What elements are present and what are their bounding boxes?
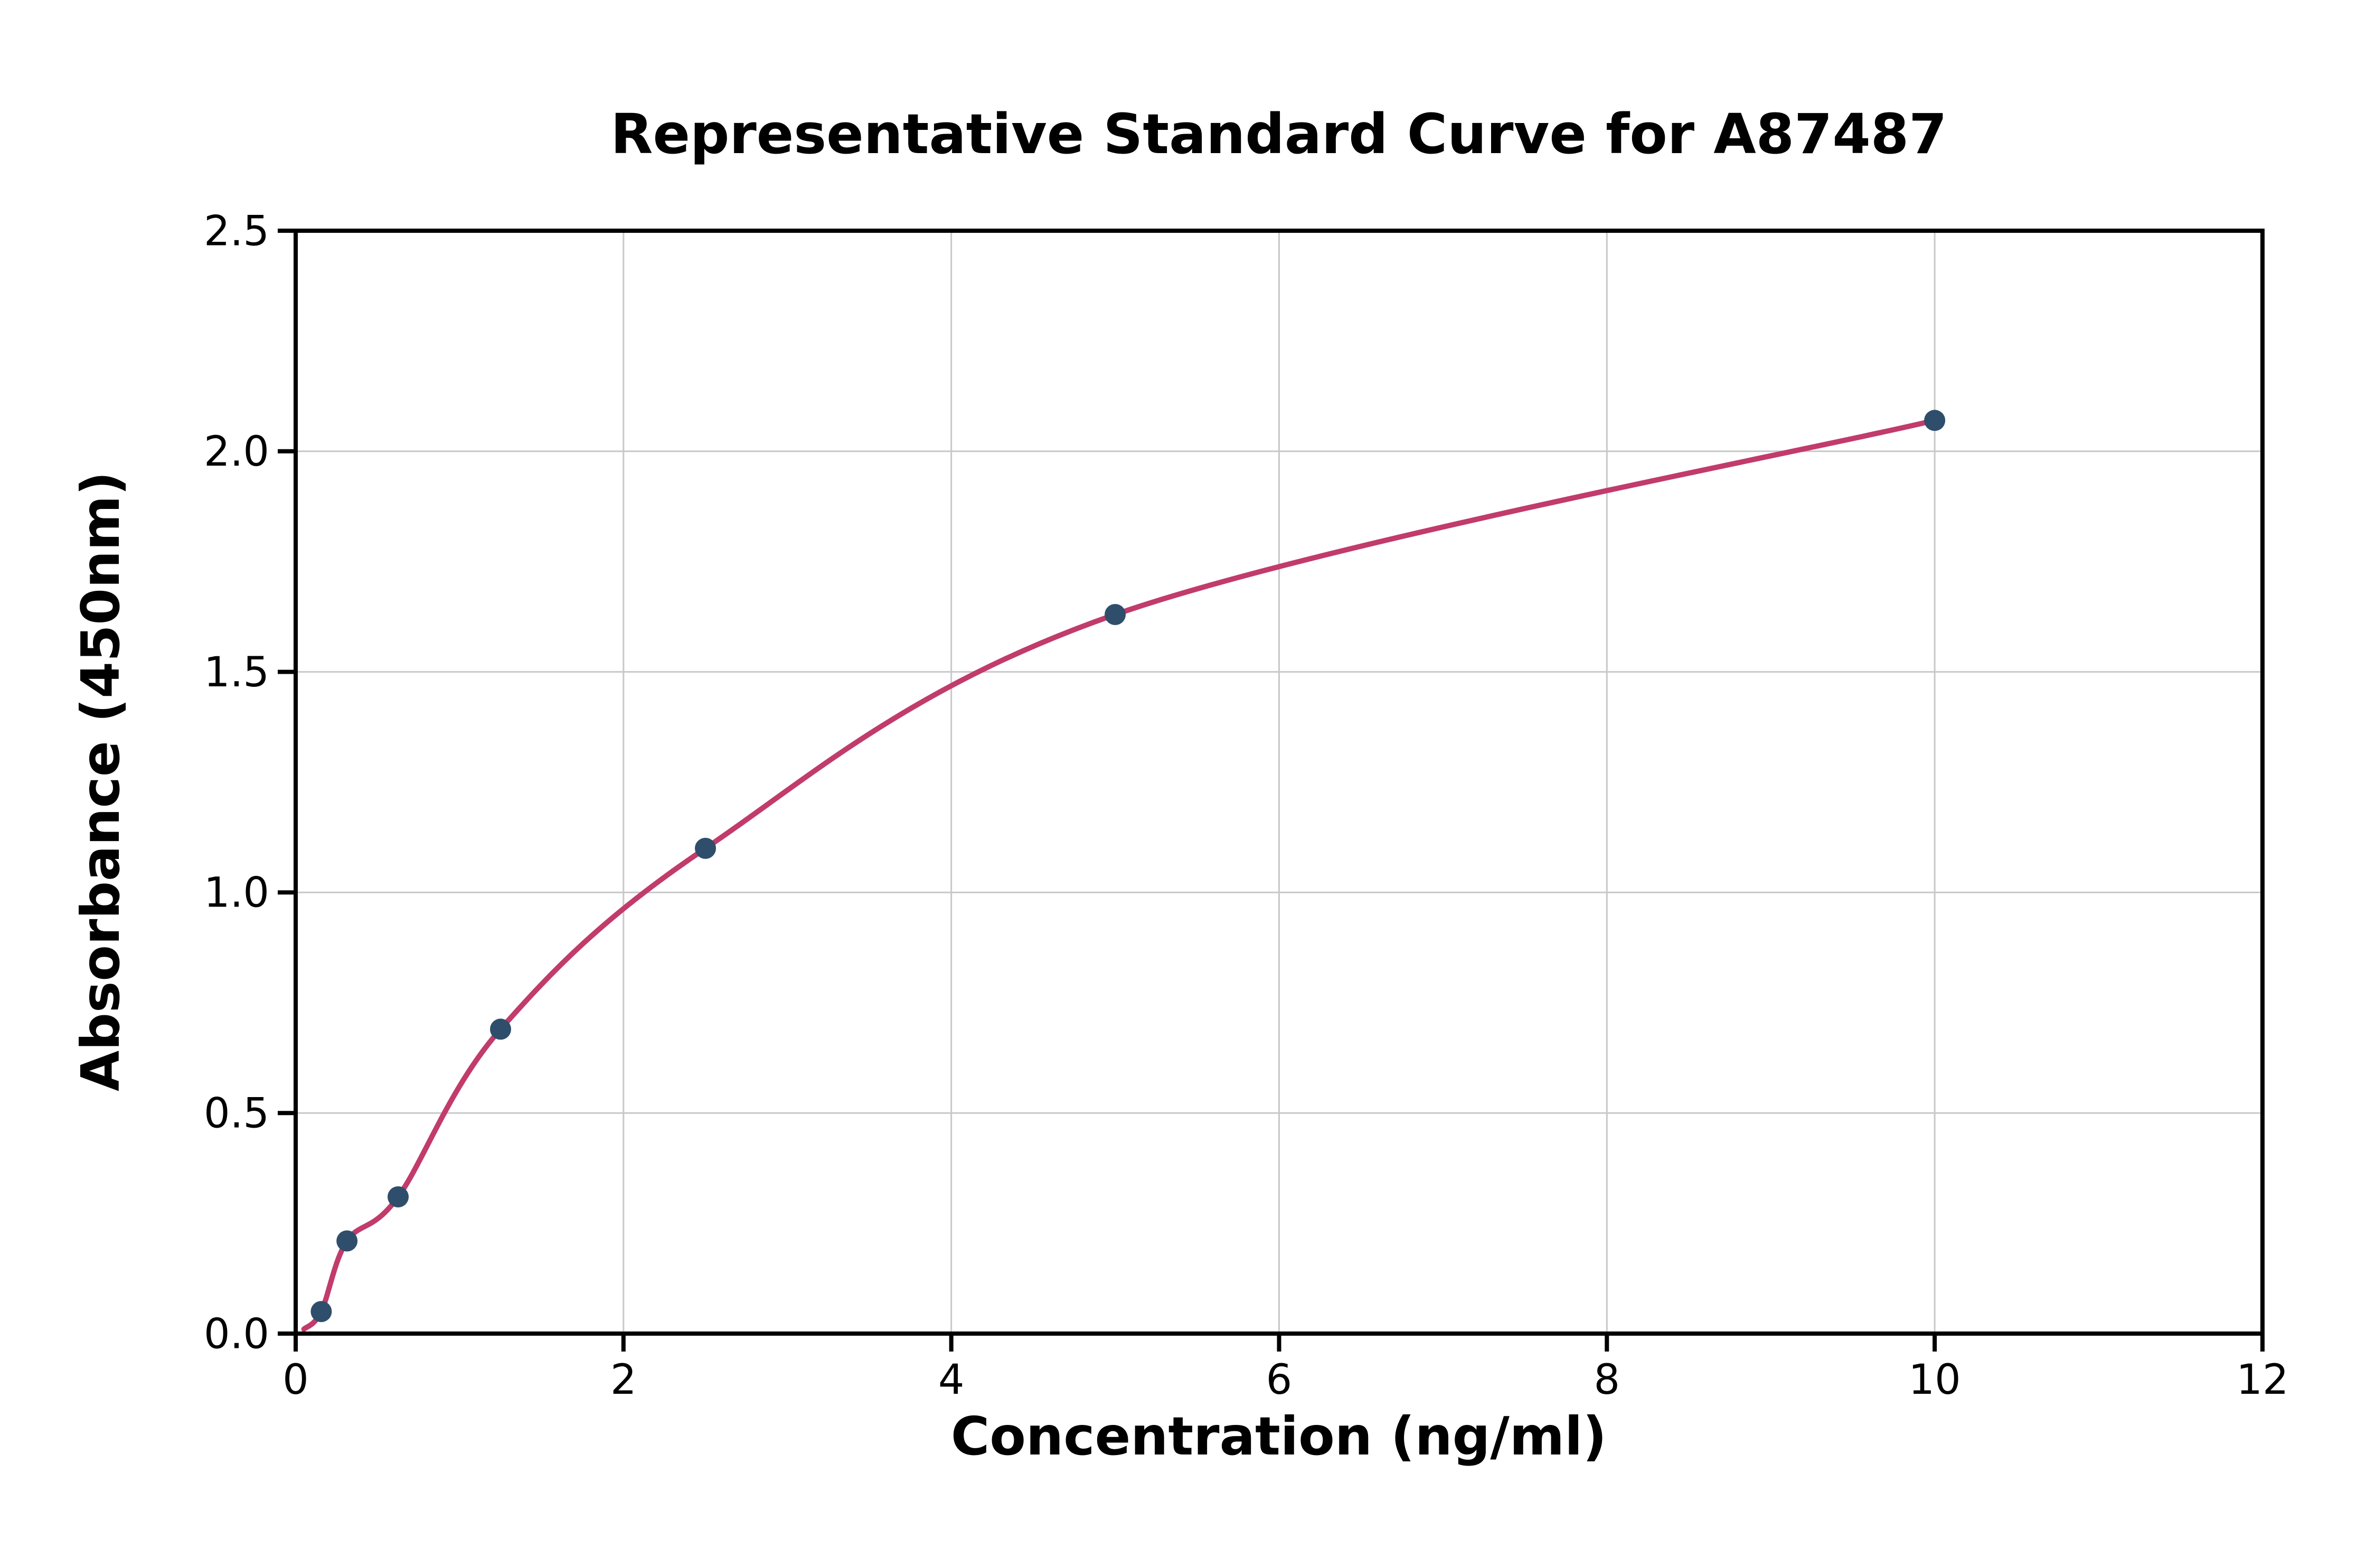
data-point-layer (310, 410, 1946, 1323)
data-point (388, 1186, 409, 1207)
x-tick-label: 0 (282, 1356, 309, 1404)
y-tick-label: 1.5 (204, 649, 269, 696)
fit-curve-layer (301, 418, 1938, 1332)
y-tick-label: 1.0 (204, 870, 269, 917)
y-tick-label: 2.0 (204, 428, 269, 476)
fit-curve (301, 418, 1938, 1332)
x-tick-label: 12 (2236, 1356, 2288, 1404)
x-tick-label: 2 (610, 1356, 637, 1404)
gridlines (296, 230, 2262, 1334)
x-tick-label: 4 (938, 1356, 965, 1404)
data-point (310, 1301, 332, 1323)
x-tick-label: 6 (1266, 1356, 1293, 1404)
data-point (695, 837, 716, 859)
y-axis-label: Absorbance (450nm) (70, 471, 131, 1091)
x-tick-label: 8 (1594, 1356, 1620, 1404)
data-point (1924, 410, 1946, 431)
x-axis-label: Concentration (ng/ml) (951, 1405, 1607, 1467)
x-tick-label: 10 (1909, 1356, 1961, 1404)
y-tick-label: 0.0 (204, 1310, 269, 1358)
data-point (1105, 603, 1126, 625)
y-tick-label: 2.5 (204, 207, 269, 255)
data-point (336, 1230, 358, 1252)
chart-title: Representative Standard Curve for A87487 (610, 102, 1947, 166)
y-tick-label: 0.5 (204, 1090, 269, 1138)
tick-layer: 0 2 4 6 8 10 12 0.0 0.5 1.0 1.5 2.0 2.5 (204, 207, 2289, 1404)
data-point (490, 1018, 512, 1040)
